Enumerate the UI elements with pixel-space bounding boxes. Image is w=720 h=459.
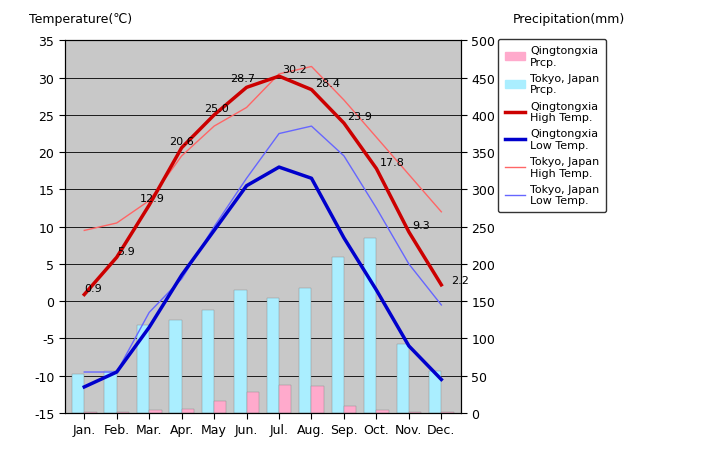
- Bar: [234, 291, 246, 413]
- Bar: [397, 344, 409, 413]
- Text: Temperature(℃): Temperature(℃): [29, 13, 132, 27]
- Text: 20.6: 20.6: [168, 137, 194, 147]
- Legend: Qingtongxia
Prcp., Tokyo, Japan
Prcp., Qingtongxia
High Temp., Qingtongxia
Low T: Qingtongxia Prcp., Tokyo, Japan Prcp., Q…: [498, 39, 606, 213]
- Bar: [104, 371, 117, 413]
- Bar: [279, 385, 292, 413]
- Text: 28.7: 28.7: [230, 74, 256, 84]
- Text: Precipitation(mm): Precipitation(mm): [513, 13, 624, 27]
- Bar: [429, 371, 441, 413]
- Text: 12.9: 12.9: [140, 194, 164, 204]
- Text: 30.2: 30.2: [282, 65, 307, 75]
- Text: 9.3: 9.3: [412, 221, 430, 231]
- Bar: [266, 299, 279, 413]
- Bar: [441, 412, 454, 413]
- Bar: [344, 406, 356, 413]
- Bar: [246, 392, 259, 413]
- Bar: [169, 320, 181, 413]
- Bar: [214, 401, 227, 413]
- Bar: [364, 238, 377, 413]
- Bar: [332, 257, 344, 413]
- Bar: [72, 375, 84, 413]
- Bar: [202, 310, 214, 413]
- Text: 23.9: 23.9: [347, 112, 372, 122]
- Text: 5.9: 5.9: [117, 246, 135, 256]
- Bar: [84, 412, 96, 413]
- Text: 17.8: 17.8: [379, 157, 405, 168]
- Bar: [409, 412, 421, 413]
- Text: 0.9: 0.9: [84, 283, 102, 293]
- Text: 28.4: 28.4: [315, 78, 340, 89]
- Bar: [312, 386, 324, 413]
- Text: 25.0: 25.0: [204, 104, 229, 114]
- Bar: [377, 410, 389, 413]
- Bar: [181, 409, 194, 413]
- Text: 2.2: 2.2: [451, 275, 469, 285]
- Bar: [149, 410, 161, 413]
- Bar: [137, 325, 149, 413]
- Bar: [299, 288, 312, 413]
- Bar: [117, 412, 129, 413]
